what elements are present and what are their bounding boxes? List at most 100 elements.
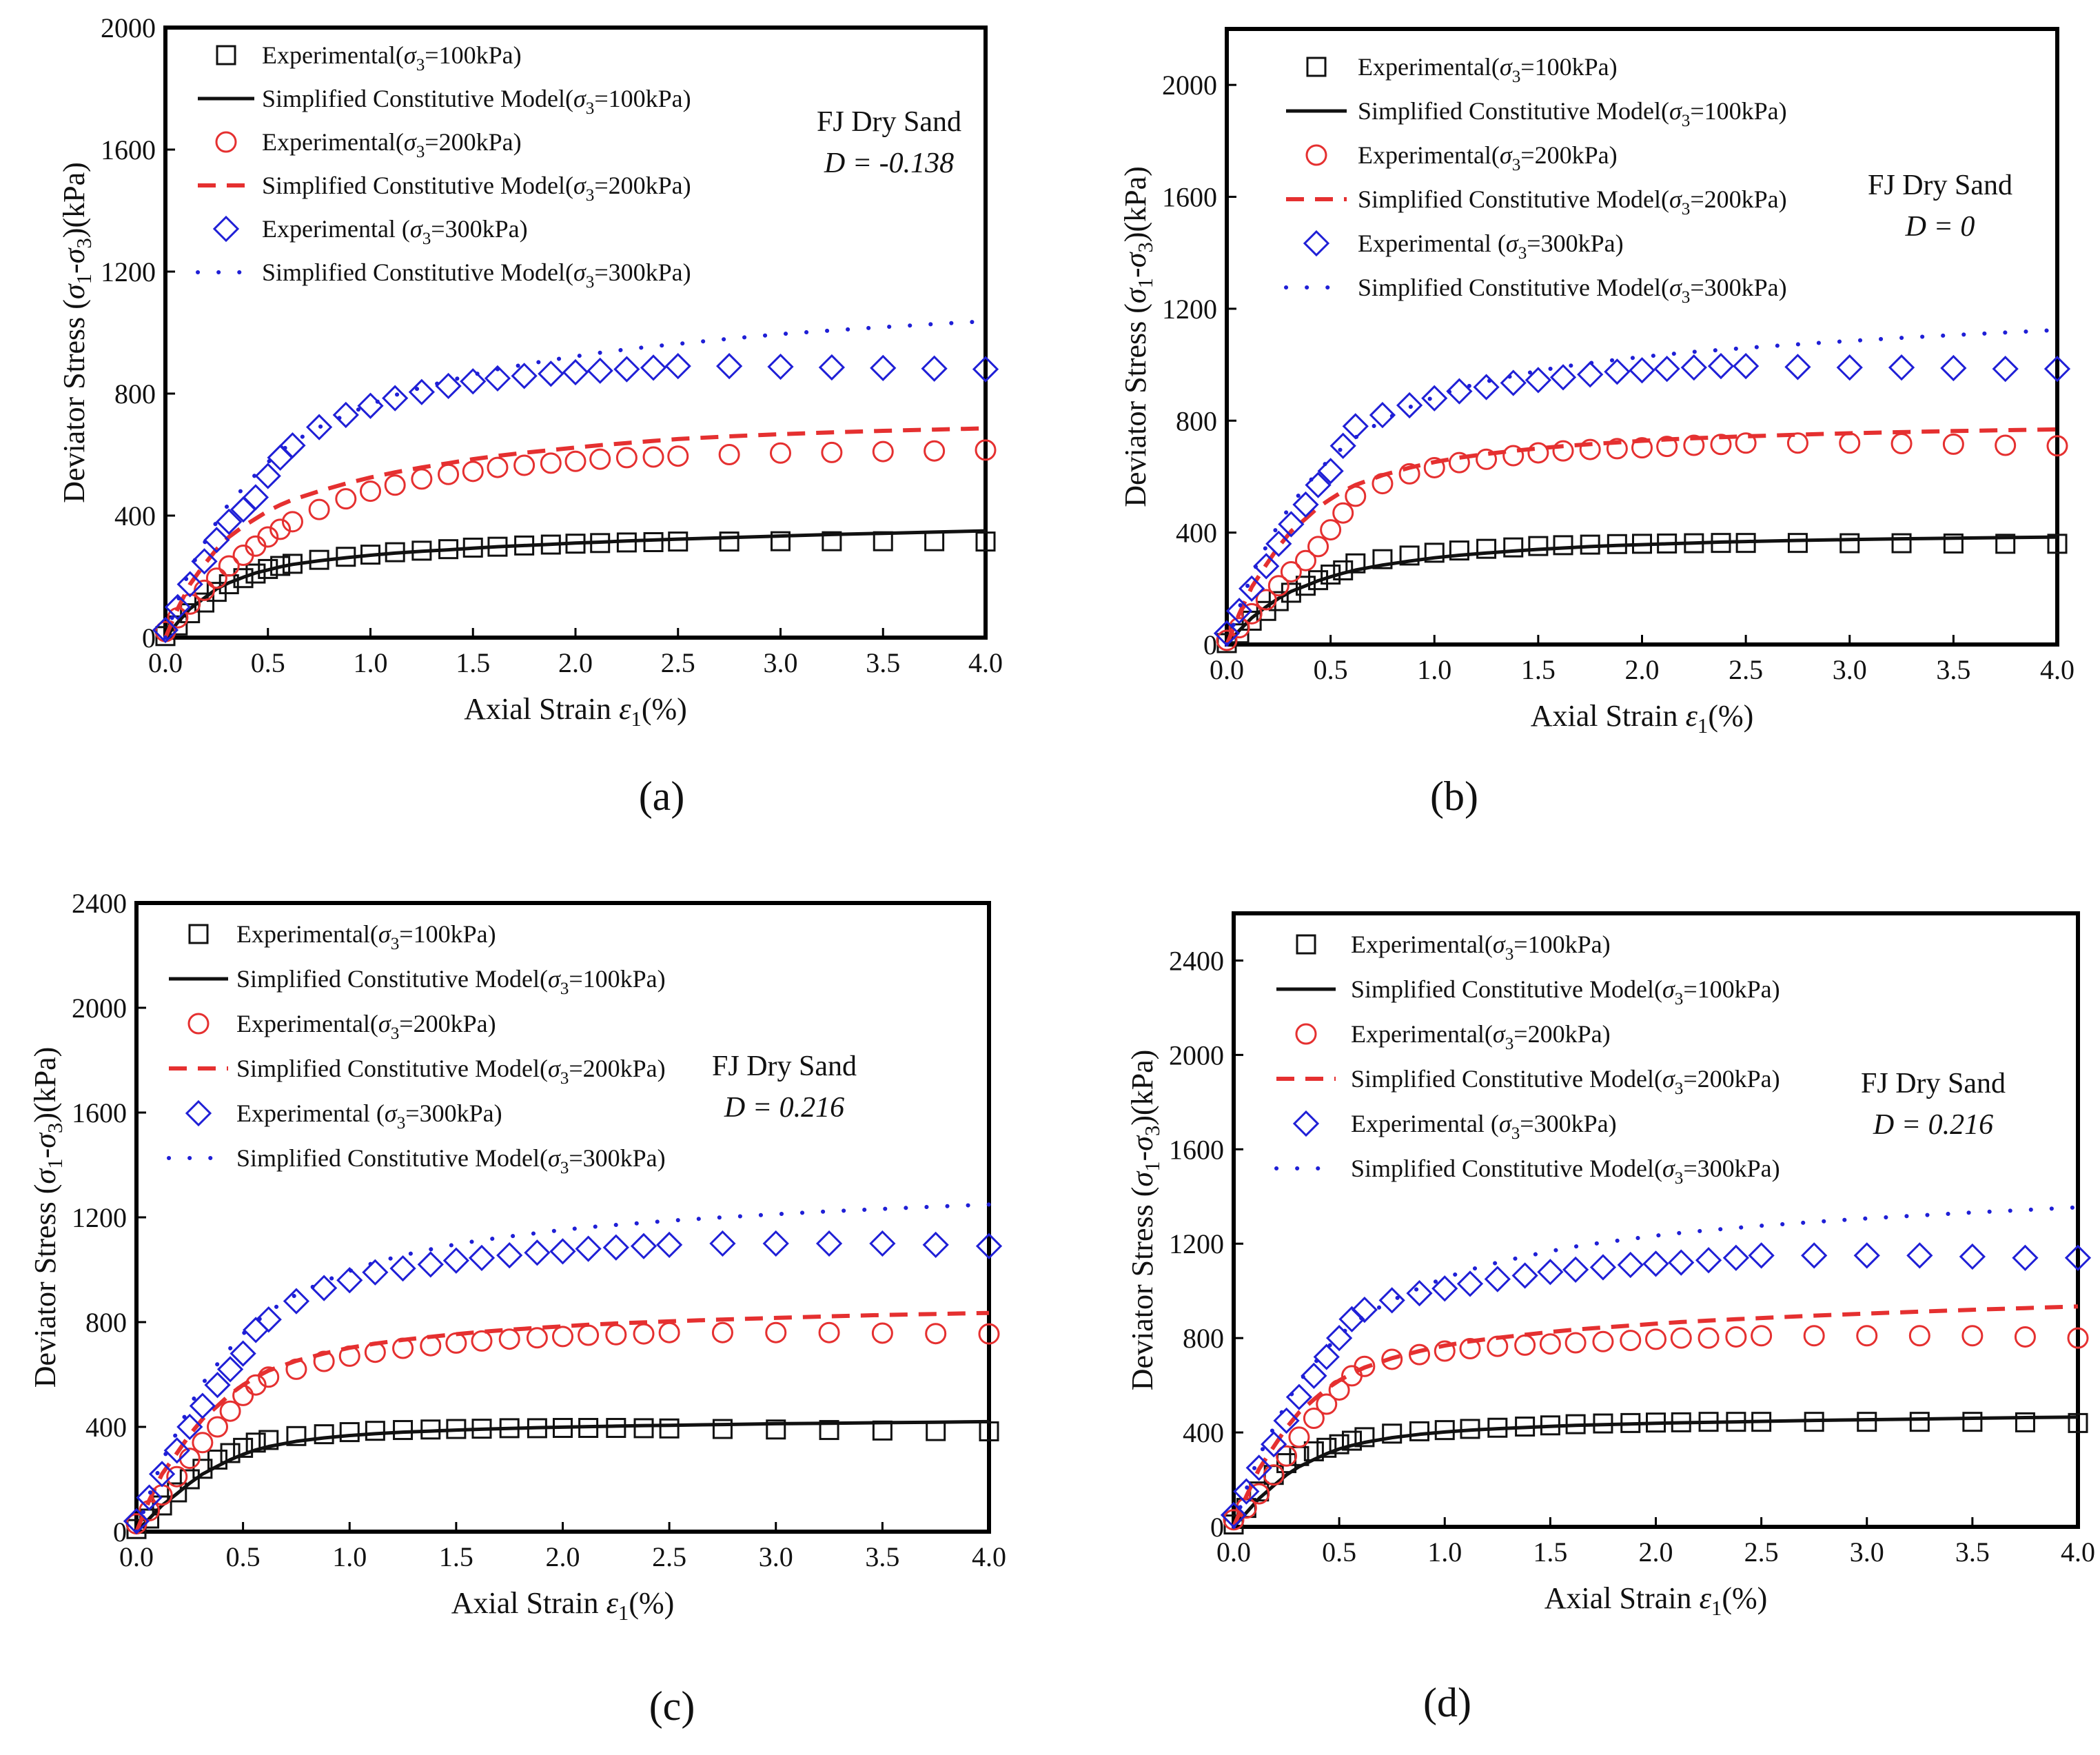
- legend-label: Simplified Constitutive Model(σ3​=200kPa…: [236, 1055, 666, 1088]
- data-point: [762, 1230, 789, 1257]
- data-point: [1617, 1251, 1644, 1279]
- y-axis-label: Deviator Stress (σ1​-σ3​)(kPa): [1125, 1050, 1164, 1391]
- data-point: [1238, 575, 1265, 602]
- data-point: [1906, 1242, 1933, 1269]
- data-point: [384, 474, 406, 496]
- data-point: [435, 372, 462, 400]
- data-point: [2012, 1244, 2039, 1271]
- data-point: [1503, 537, 1524, 558]
- data-point: [552, 1326, 573, 1348]
- legend-label: Experimental(σ3​=100kPa): [236, 920, 496, 953]
- x-tick-label: 0.0: [148, 647, 183, 678]
- data-point: [1500, 369, 1527, 396]
- series-scatter-s300: [1213, 352, 2071, 647]
- data-point: [1642, 1250, 1669, 1277]
- model-curve: [1232, 1415, 2079, 1528]
- y-tick-label: 2000: [1162, 70, 1217, 101]
- series-scatter-s300: [152, 353, 999, 644]
- data-point: [2015, 1412, 2035, 1432]
- data-point: [336, 1267, 363, 1294]
- data-point: [1459, 1338, 1481, 1360]
- y-tick-label: 1200: [101, 256, 156, 287]
- data-point: [615, 447, 638, 469]
- data-point: [498, 1328, 520, 1350]
- data-point: [1245, 1454, 1272, 1481]
- data-point: [1656, 436, 1678, 458]
- legend-label: Experimental(σ3​=200kPa): [1351, 1020, 1611, 1053]
- data-point: [1326, 1325, 1353, 1352]
- data-point: [1261, 1431, 1287, 1458]
- data-point: [1399, 545, 1420, 566]
- series-scatter-s100: [1216, 533, 2068, 653]
- data-point: [549, 1238, 576, 1265]
- data-point: [1943, 533, 1964, 554]
- data-point: [335, 488, 357, 510]
- data-point: [1292, 491, 1319, 518]
- data-point: [306, 414, 333, 440]
- data-point: [1995, 534, 2016, 554]
- data-point: [1278, 511, 1305, 538]
- data-point: [1265, 530, 1292, 557]
- data-point: [269, 518, 292, 540]
- legend-label: Simplified Constitutive Model(σ3​=300kPa…: [262, 258, 691, 292]
- data-point: [1396, 392, 1423, 419]
- data-point: [408, 378, 435, 405]
- model-curve: [1232, 1304, 2079, 1528]
- data-point: [1329, 1434, 1349, 1454]
- x-tick-label: 3.0: [1833, 654, 1867, 685]
- x-tick-label: 0.5: [1322, 1536, 1356, 1568]
- data-point: [771, 531, 791, 551]
- legend-marker-swatch: [185, 1099, 212, 1127]
- x-tick-label: 4.0: [2061, 1536, 2095, 1568]
- legend-label: Experimental (σ3​=300kPa): [262, 215, 528, 248]
- data-point: [1476, 448, 1498, 470]
- data-point: [1511, 1262, 1538, 1289]
- data-point: [468, 1244, 496, 1272]
- data-point: [1273, 1407, 1300, 1434]
- data-point: [1562, 1256, 1589, 1284]
- data-point: [978, 1323, 1000, 1345]
- x-tick-label: 2.5: [661, 647, 695, 678]
- y-tick-label: 0: [1210, 1512, 1224, 1543]
- series-scatter-s300: [123, 1230, 1003, 1534]
- data-point: [1698, 1327, 1720, 1349]
- data-point: [1301, 1362, 1327, 1390]
- data-point: [526, 1327, 548, 1349]
- legend-marker-swatch: [1292, 1110, 1320, 1137]
- data-point: [922, 1231, 949, 1259]
- legend-marker-swatch: [188, 924, 209, 944]
- x-tick-label: 0.0: [119, 1541, 154, 1572]
- series-scatter-s300: [1220, 1242, 2092, 1529]
- data-point: [1473, 374, 1500, 400]
- data-point: [524, 1239, 551, 1266]
- data-point: [216, 1356, 244, 1383]
- data-point: [1332, 502, 1354, 524]
- plot-frame: [163, 26, 988, 640]
- data-point: [382, 385, 409, 412]
- data-point: [1735, 432, 1757, 454]
- data-point: [218, 555, 240, 577]
- x-tick-label: 2.5: [1729, 654, 1763, 685]
- data-point: [257, 526, 279, 548]
- x-axis-label: Axial Strain ε1​(%): [451, 1586, 675, 1625]
- x-tick-label: 3.5: [866, 647, 900, 678]
- y-tick-label: 400: [85, 1412, 127, 1443]
- chart-panel-a: 0.0 0.5 1.0 1.5 2.0 2.5 3.0 3.5 4.0 0 400 800 1200 16…: [57, 12, 1003, 819]
- data-point: [924, 440, 946, 462]
- data-point: [1295, 576, 1316, 596]
- data-point: [216, 508, 243, 535]
- y-tick-label: 2400: [72, 888, 127, 919]
- data-point: [2064, 1244, 2092, 1271]
- data-point: [711, 1321, 733, 1343]
- data-point: [1940, 354, 1967, 382]
- data-point: [255, 1306, 282, 1333]
- data-point: [1707, 352, 1735, 380]
- data-point: [1280, 560, 1302, 582]
- data-point: [575, 1235, 602, 1262]
- legend: Experimental(σ3​=100kPa) Simplified Const…: [1284, 53, 1787, 307]
- x-tick-label: 0.0: [1210, 654, 1244, 685]
- y-tick-label: 2000: [72, 993, 127, 1024]
- legend-marker-swatch: [216, 45, 236, 65]
- legend: Experimental(σ3​=100kPa) Simplified Const…: [196, 41, 691, 292]
- data-point: [207, 1416, 229, 1438]
